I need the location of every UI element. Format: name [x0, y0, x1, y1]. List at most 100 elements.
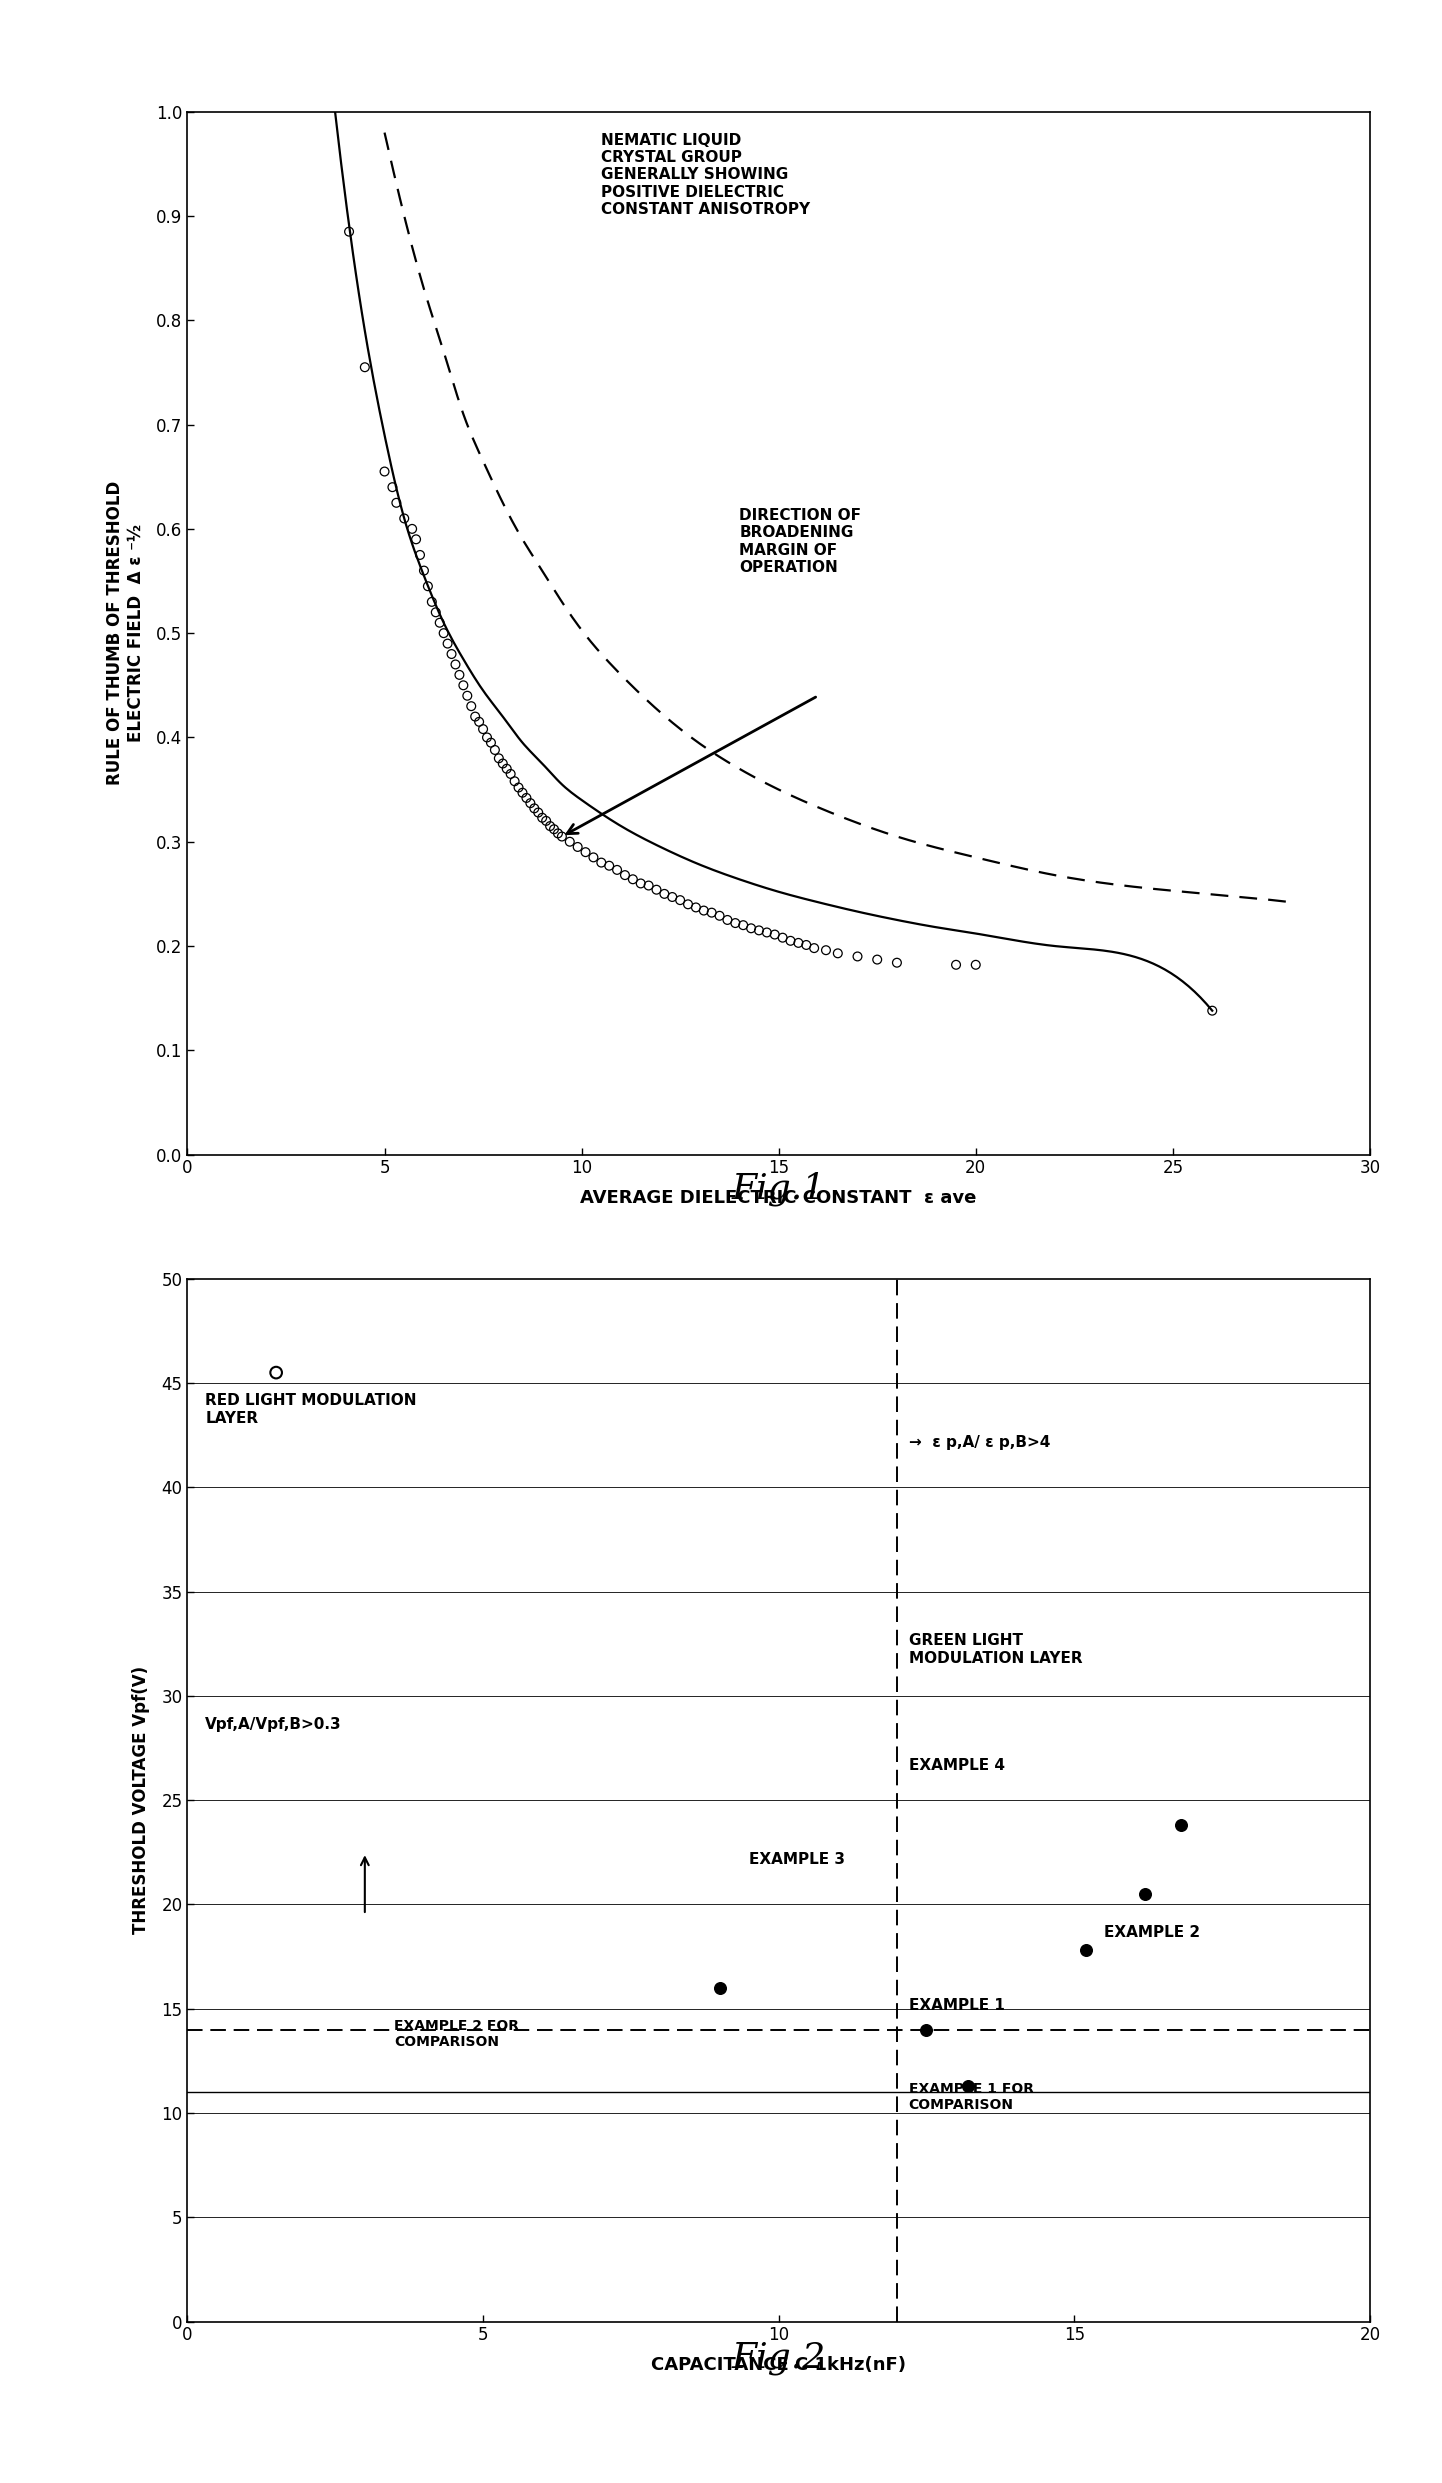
Point [590, 842, 613, 881]
Point [1074, 1929, 1097, 1969]
Point [385, 482, 408, 521]
Point [440, 633, 463, 673]
Point [487, 737, 510, 777]
Point [467, 703, 490, 742]
Text: NEMATIC LIQUID
CRYSTAL GROUP
GENERALLY SHOWING
POSITIVE DIELECTRIC
CONSTANT ANIS: NEMATIC LIQUID CRYSTAL GROUP GENERALLY S… [601, 132, 810, 216]
Point [547, 814, 570, 854]
Point [526, 792, 549, 832]
Point [417, 566, 440, 606]
Point [531, 797, 554, 837]
Point [945, 946, 968, 986]
Point [420, 581, 443, 621]
Point [510, 772, 534, 812]
Point [795, 926, 818, 966]
X-axis label: AVERAGE DIELECTRIC CONSTANT  ε ave: AVERAGE DIELECTRIC CONSTANT ε ave [581, 1189, 976, 1207]
Text: EXAMPLE 4: EXAMPLE 4 [908, 1758, 1005, 1773]
Point [779, 921, 802, 961]
Point [747, 911, 770, 951]
Text: Fig.2: Fig.2 [731, 2341, 826, 2376]
Point [265, 1353, 288, 1393]
Point [519, 782, 542, 822]
Point [551, 817, 574, 857]
X-axis label: CAPACITANCE C 1kHz(nF): CAPACITANCE C 1kHz(nF) [652, 2356, 906, 2374]
Point [1201, 991, 1224, 1030]
Point [826, 934, 849, 973]
Point [1133, 1875, 1156, 1914]
Point [535, 802, 558, 842]
Point [523, 790, 547, 829]
Point [885, 944, 908, 983]
Point [701, 894, 724, 934]
Point [865, 939, 888, 978]
Point [763, 914, 786, 953]
Point [676, 884, 699, 924]
Text: EXAMPLE 2: EXAMPLE 2 [1105, 1924, 1200, 1939]
Point [956, 2066, 979, 2106]
Point [740, 909, 763, 949]
Point [756, 914, 779, 953]
Text: GREEN LIGHT
MODULATION LAYER: GREEN LIGHT MODULATION LAYER [908, 1634, 1083, 1666]
Point [692, 891, 715, 931]
Point [653, 874, 676, 914]
Point [771, 919, 795, 958]
Point [373, 452, 397, 492]
Point [392, 499, 415, 539]
Point [708, 896, 731, 936]
Point [846, 936, 870, 976]
Point [669, 881, 692, 921]
Point [597, 847, 620, 886]
Point [542, 809, 565, 849]
Point [337, 211, 360, 251]
Point [629, 864, 652, 904]
Point [724, 904, 747, 944]
Text: EXAMPLE 1: EXAMPLE 1 [908, 1999, 1005, 2014]
Point [479, 723, 502, 762]
Text: EXAMPLE 2 FOR
COMPARISON: EXAMPLE 2 FOR COMPARISON [394, 2019, 519, 2048]
Point [731, 906, 754, 946]
Point [483, 730, 506, 770]
Text: EXAMPLE 3: EXAMPLE 3 [750, 1852, 845, 1867]
Point [408, 534, 431, 574]
Text: RED LIGHT MODULATION
LAYER: RED LIGHT MODULATION LAYER [205, 1393, 417, 1425]
Point [448, 656, 472, 695]
Point [353, 348, 376, 387]
Point [538, 807, 561, 847]
Point [433, 613, 456, 653]
Point [965, 946, 988, 986]
Point [637, 867, 660, 906]
Point [515, 777, 538, 817]
Text: Fig.1: Fig.1 [731, 1172, 826, 1207]
Point [451, 665, 474, 705]
Point [1169, 1805, 1193, 1845]
Point [558, 822, 581, 862]
Y-axis label: THRESHOLD VOLTAGE Vpf(V): THRESHOLD VOLTAGE Vpf(V) [133, 1666, 150, 1934]
Point [613, 854, 636, 894]
Point [476, 718, 499, 757]
Point [460, 685, 483, 725]
Point [574, 832, 597, 872]
Point [464, 698, 487, 737]
Text: DIRECTION OF
BROADENING
MARGIN OF
OPERATION: DIRECTION OF BROADENING MARGIN OF OPERAT… [740, 509, 861, 576]
Point [708, 1969, 731, 2009]
Point [803, 929, 826, 968]
Point [424, 593, 447, 633]
Point [508, 767, 531, 807]
Point [456, 675, 479, 715]
Point [472, 710, 495, 750]
Point [495, 750, 518, 790]
Point [412, 551, 435, 591]
Point [645, 869, 668, 909]
Point [428, 603, 451, 643]
Point [381, 467, 404, 507]
Point [622, 859, 645, 899]
Text: Vpf,A/Vpf,B>0.3: Vpf,A/Vpf,B>0.3 [205, 1716, 342, 1731]
Text: →  ε p,A/ ε p,B>4: → ε p,A/ ε p,B>4 [908, 1435, 1050, 1450]
Point [914, 2009, 937, 2048]
Point [660, 876, 684, 916]
Point [503, 762, 526, 802]
Point [787, 924, 810, 963]
Point [405, 519, 428, 559]
Point [401, 509, 424, 549]
Point [606, 849, 629, 889]
Point [685, 886, 708, 926]
